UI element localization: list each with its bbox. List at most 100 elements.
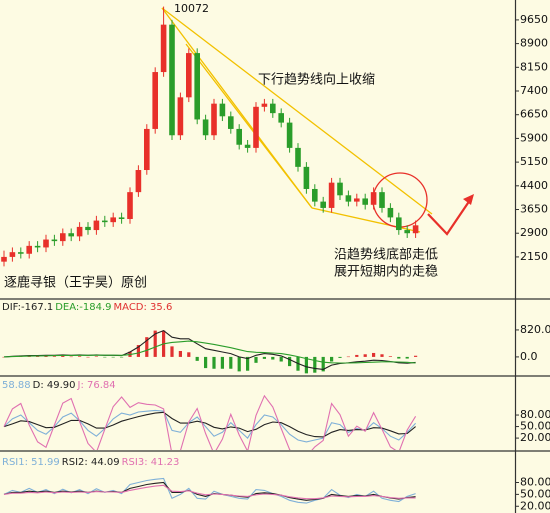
y-tick-label: 9650 (520, 13, 548, 26)
y-tick-label: 20.00 (520, 431, 550, 444)
macd-bar (246, 356, 250, 371)
macd-bar (397, 356, 401, 359)
macd-bar (321, 356, 325, 372)
macd-bar (414, 355, 418, 357)
macd-bar (372, 352, 376, 357)
series-line (3, 329, 416, 370)
candle-body (320, 201, 326, 208)
candle-body (169, 24, 175, 136)
macd-bar (220, 356, 224, 369)
series-line (3, 409, 417, 443)
legend-entry: RSI3: 41.23 (122, 457, 180, 468)
macd-bar (103, 356, 107, 358)
candle-body (278, 113, 284, 123)
y-tick-label: 0.0 (520, 350, 538, 363)
panel (3, 477, 416, 504)
y-tick-label: 7400 (520, 84, 548, 97)
legend-entry: RSI2: 44.09 (62, 457, 120, 468)
macd-bar (120, 356, 124, 358)
candle-body (387, 207, 394, 218)
candle-body (379, 192, 385, 208)
macd-bar (363, 354, 367, 357)
candle-body (396, 217, 402, 231)
y-tick-label: 5150 (520, 155, 548, 168)
y-tick-label: 2900 (520, 226, 548, 239)
y-tick-label: 8900 (520, 37, 548, 50)
annotation: 10072 (174, 2, 209, 15)
legend-entry: DEA:-184.9 (55, 302, 111, 313)
candle-body (186, 53, 192, 98)
candle-body (60, 233, 66, 242)
macd-bar (288, 356, 292, 367)
candle-body (43, 239, 49, 248)
y-tick-label: 80.00 (520, 476, 550, 489)
candle-body (219, 103, 226, 117)
candle-body (127, 192, 133, 219)
legend-entry: D: 49.90 (33, 380, 76, 391)
candle-body (253, 106, 259, 148)
y-tick-label: 820.0 (520, 323, 550, 336)
y-tick-label: 50.00 (520, 487, 550, 500)
panel (1, 6, 419, 267)
macd-bar (61, 355, 65, 357)
candle-body (34, 245, 41, 248)
macd-bar (111, 356, 115, 358)
macd-bar (405, 356, 409, 359)
candle-body (328, 182, 335, 208)
macd-bar (338, 356, 342, 358)
y-tick-label: 3650 (520, 203, 548, 216)
candle-body (354, 198, 360, 202)
candle-body (152, 72, 158, 129)
macd-bar (380, 354, 384, 357)
series-line (3, 477, 416, 504)
trend-lines (161, 7, 433, 233)
candle-body (177, 97, 184, 136)
candle-body (135, 170, 142, 193)
panel (3, 394, 417, 450)
y-tick-label: 20.00 (520, 499, 550, 512)
macd-bar (304, 356, 308, 374)
candle-body (202, 119, 209, 136)
macd-bar (254, 356, 258, 363)
macd-bar (153, 330, 157, 357)
macd-bar (313, 356, 317, 373)
candle-body (160, 24, 167, 73)
macd-bar (237, 356, 241, 372)
macd-bar (195, 356, 199, 361)
macd-bar (355, 354, 359, 357)
legend-entry: RSI1: 51.99 (2, 457, 60, 468)
candle-body (76, 226, 83, 237)
candle-body (286, 122, 293, 148)
candle-body (295, 147, 301, 167)
macd-bar (44, 355, 48, 357)
candle-body (85, 226, 91, 231)
y-tick-label: 2150 (520, 250, 548, 263)
y-tick-label: 5900 (520, 131, 548, 144)
macd-bar (94, 356, 98, 357)
series-line (3, 340, 416, 364)
macd-bar (271, 356, 275, 360)
candle-body (110, 217, 116, 223)
legend-entry: J: 76.84 (77, 380, 116, 391)
y-tick-label: 80.00 (520, 408, 550, 421)
macd-bar (229, 356, 233, 369)
candle-body (345, 195, 352, 202)
candle-body (118, 217, 125, 219)
macd-bar (2, 356, 6, 358)
candle-body (26, 245, 32, 254)
candle-body (370, 192, 377, 205)
legend-entry: 58.88 (2, 380, 31, 391)
macd-bar (69, 356, 73, 358)
candle-body (51, 239, 58, 242)
legend-entry: DIF:-167.1 (2, 302, 53, 313)
series-line (3, 411, 416, 438)
y-tick-label: 50.00 (520, 420, 550, 433)
candle-body (228, 116, 234, 129)
candle-body (362, 198, 368, 205)
annotation: 沿趋势线底部走低 (334, 247, 438, 263)
macd-bar (136, 345, 140, 357)
macd-bar (145, 337, 149, 357)
candle-body (211, 103, 217, 136)
legend-entry: MACD: 35.6 (114, 302, 173, 313)
